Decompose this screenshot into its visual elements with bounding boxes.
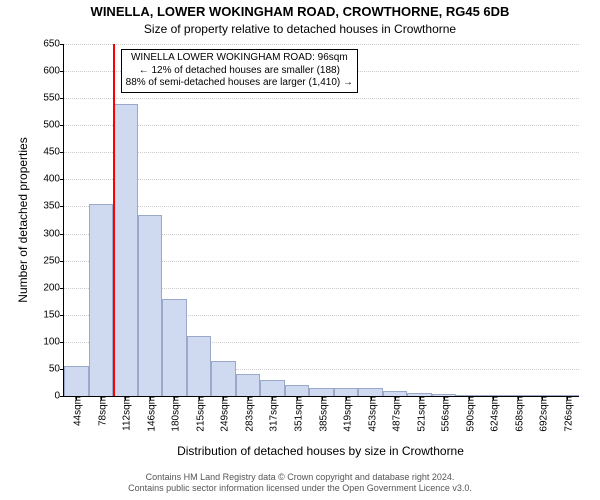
xtick-label: 419sqm — [339, 396, 354, 432]
bar — [334, 388, 359, 396]
ytick-label: 350 — [43, 201, 64, 212]
xtick-label: 692sqm — [535, 396, 550, 432]
chart-container: { "layout": { "width": 600, "height": 50… — [0, 0, 600, 500]
footer-attribution: Contains HM Land Registry data © Crown c… — [0, 472, 600, 494]
ytick-label: 600 — [43, 66, 64, 77]
xtick-label: 385sqm — [314, 396, 329, 432]
xtick-label: 658sqm — [510, 396, 525, 432]
xtick-label: 215sqm — [191, 396, 206, 432]
bar — [260, 380, 285, 396]
annotation-box: WINELLA LOWER WOKINGHAM ROAD: 96sqm← 12%… — [121, 49, 358, 93]
footer-line2: Contains public sector information licen… — [0, 483, 600, 494]
ytick-label: 200 — [43, 282, 64, 293]
bar — [64, 366, 89, 396]
bar — [138, 215, 163, 396]
xtick-label: 453sqm — [363, 396, 378, 432]
xtick-label: 78sqm — [93, 396, 108, 426]
ytick-label: 50 — [49, 363, 64, 374]
footer-line1: Contains HM Land Registry data © Crown c… — [0, 472, 600, 483]
bar — [309, 388, 334, 396]
xtick-label: 351sqm — [289, 396, 304, 432]
chart-title-line2: Size of property relative to detached ho… — [0, 22, 600, 36]
x-axis-title: Distribution of detached houses by size … — [177, 444, 464, 458]
xtick-label: 590sqm — [461, 396, 476, 432]
xtick-label: 112sqm — [118, 396, 133, 431]
bar — [236, 374, 261, 396]
bar — [358, 388, 383, 396]
annotation-line: 88% of semi-detached houses are larger (… — [126, 77, 353, 90]
xtick-label: 44sqm — [69, 396, 84, 426]
gridline — [64, 98, 579, 99]
ytick-label: 300 — [43, 228, 64, 239]
xtick-label: 317sqm — [265, 396, 280, 432]
ytick-label: 550 — [43, 93, 64, 104]
xtick-label: 487sqm — [388, 396, 403, 432]
xtick-label: 726sqm — [559, 396, 574, 432]
ytick-label: 450 — [43, 147, 64, 158]
ytick-label: 500 — [43, 120, 64, 131]
bar — [187, 336, 212, 396]
ytick-label: 400 — [43, 174, 64, 185]
ytick-label: 150 — [43, 309, 64, 320]
gridline — [64, 44, 579, 45]
gridline — [64, 206, 579, 207]
bar — [285, 385, 310, 396]
bar — [162, 299, 187, 396]
xtick-label: 283sqm — [240, 396, 255, 432]
y-axis-title: Number of detached properties — [16, 137, 30, 302]
ytick-label: 250 — [43, 255, 64, 266]
xtick-label: 249sqm — [216, 396, 231, 432]
annotation-line: ← 12% of detached houses are smaller (18… — [126, 65, 353, 78]
bar — [113, 104, 138, 396]
gridline — [64, 179, 579, 180]
annotation-line: WINELLA LOWER WOKINGHAM ROAD: 96sqm — [126, 52, 353, 65]
xtick-label: 624sqm — [486, 396, 501, 432]
plot-region: 0501001502002503003504004505005506006504… — [63, 44, 579, 397]
bar — [211, 361, 236, 396]
property-size-marker — [113, 44, 115, 396]
gridline — [64, 152, 579, 153]
chart-title-line1: WINELLA, LOWER WOKINGHAM ROAD, CROWTHORN… — [0, 4, 600, 19]
ytick-label: 100 — [43, 336, 64, 347]
xtick-label: 146sqm — [142, 396, 157, 432]
xtick-label: 556sqm — [437, 396, 452, 432]
ytick-label: 650 — [43, 39, 64, 50]
gridline — [64, 125, 579, 126]
xtick-label: 521sqm — [412, 396, 427, 432]
bar — [89, 204, 114, 396]
xtick-label: 180sqm — [167, 396, 182, 432]
ytick-label: 0 — [54, 391, 64, 402]
